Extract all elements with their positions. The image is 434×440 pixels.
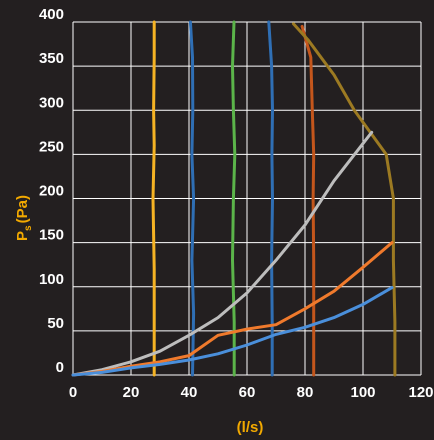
grid: [72, 21, 422, 376]
x-tick-label: 80: [297, 384, 314, 401]
y-tick-label: 200: [39, 183, 64, 200]
series-line-7: [71, 130, 374, 377]
x-tick-label: 0: [69, 384, 77, 401]
x-tick-label: 120: [408, 384, 433, 401]
y-tick-label: 350: [39, 50, 64, 67]
series-line-5: [300, 24, 316, 377]
series-line-2: [188, 20, 196, 377]
y-axis-title: Ps (Pa): [14, 195, 34, 241]
svg-text:Ps(Pa): Ps (Pa): [14, 195, 34, 241]
x-tick-label: 100: [350, 384, 375, 401]
y-axis-title-subscript: s: [23, 225, 34, 231]
y-axis-title-unit: (Pa): [14, 195, 31, 223]
series-group: [71, 20, 397, 377]
x-tick-label: 60: [239, 384, 256, 401]
y-tick-label: 100: [39, 271, 64, 288]
x-tick-label: 40: [181, 384, 198, 401]
series-line-4: [267, 20, 274, 377]
x-axis-title: (l/s): [237, 419, 264, 435]
tick-labels: 0 50 100 150 200 250 300 350 400 0 20 40 60 80 100 120: [39, 6, 434, 401]
y-tick-label: 50: [47, 315, 64, 332]
series-line-1: [151, 20, 156, 377]
y-tick-label: 400: [39, 6, 64, 23]
y-tick-label: 300: [39, 94, 64, 111]
y-tick-label: 150: [39, 227, 64, 244]
x-tick-label: 20: [123, 384, 140, 401]
y-tick-label: 250: [39, 138, 64, 155]
series-line-9: [71, 286, 394, 377]
y-tick-label: 0: [56, 359, 64, 376]
series-line-8: [71, 241, 394, 377]
series-line-3: [231, 20, 237, 377]
y-axis-title-main: P: [14, 231, 31, 241]
series-line-6: [291, 22, 397, 377]
